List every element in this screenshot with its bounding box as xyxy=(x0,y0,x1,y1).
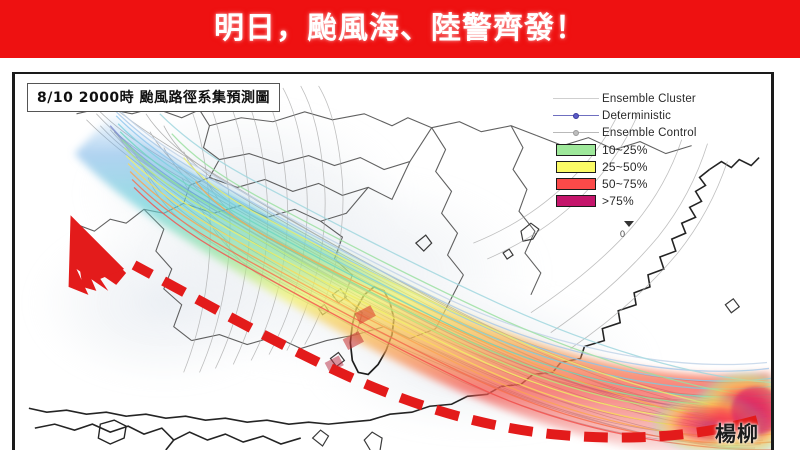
banner-title: 明日，颱風海、陸警齊發！ xyxy=(214,11,586,46)
legend-row-prob-10-25: 10~25% xyxy=(550,141,697,158)
hainan-island xyxy=(97,419,127,445)
probability-cone xyxy=(74,111,771,450)
ensemble-control-line-icon xyxy=(550,129,602,136)
title-banner: 明日，颱風海、陸警齊發！ xyxy=(0,0,800,58)
legend-label-over-75: >75% xyxy=(602,193,634,208)
legend-label-50-75: 50~75% xyxy=(602,176,648,191)
track-density-bundle xyxy=(109,101,771,450)
banner-spacer xyxy=(0,58,800,72)
legend-label-deterministic: Deterministic xyxy=(602,109,672,122)
legend-row-prob-50-75: 50~75% xyxy=(550,175,697,192)
swatch-25-50 xyxy=(556,160,596,173)
legend-label-ensemble-cluster: Ensemble Cluster xyxy=(602,92,696,105)
legend-row-deterministic: Deterministic xyxy=(550,107,697,124)
legend-scale-zero-label: 0 xyxy=(620,229,626,239)
legend-label-25-50: 25~50% xyxy=(602,159,648,174)
legend-label-10-25: 10~25% xyxy=(602,142,648,157)
swatch-50-75 xyxy=(556,177,596,190)
deterministic-line-icon xyxy=(550,112,602,119)
swatch-over-75 xyxy=(556,194,596,207)
legend-row-prob-over-75: >75% xyxy=(550,192,697,209)
ensemble-cluster-line-icon xyxy=(550,98,602,99)
map-legend: Ensemble Cluster Deterministic Ensemble … xyxy=(550,90,697,239)
legend-row-prob-25-50: 25~50% xyxy=(550,158,697,175)
forecast-track-arrow xyxy=(68,215,759,443)
typhoon-name-label: 楊柳 xyxy=(715,422,759,446)
swatch-10-25 xyxy=(556,143,596,156)
map-header-label: 8/10 2000時 颱風路徑系集預測圖 xyxy=(27,83,281,112)
map-canvas xyxy=(15,74,771,450)
legend-row-ensemble-cluster: Ensemble Cluster xyxy=(550,90,697,107)
legend-row-ensemble-control: Ensemble Control xyxy=(550,124,697,141)
legend-label-ensemble-control: Ensemble Control xyxy=(602,126,697,139)
typhoon-forecast-map: 8/10 2000時 颱風路徑系集預測圖 Ensemble Cluster De… xyxy=(12,72,774,450)
probability-segments-taiwan xyxy=(324,305,376,373)
legend-scale-tick-icon xyxy=(624,221,634,227)
